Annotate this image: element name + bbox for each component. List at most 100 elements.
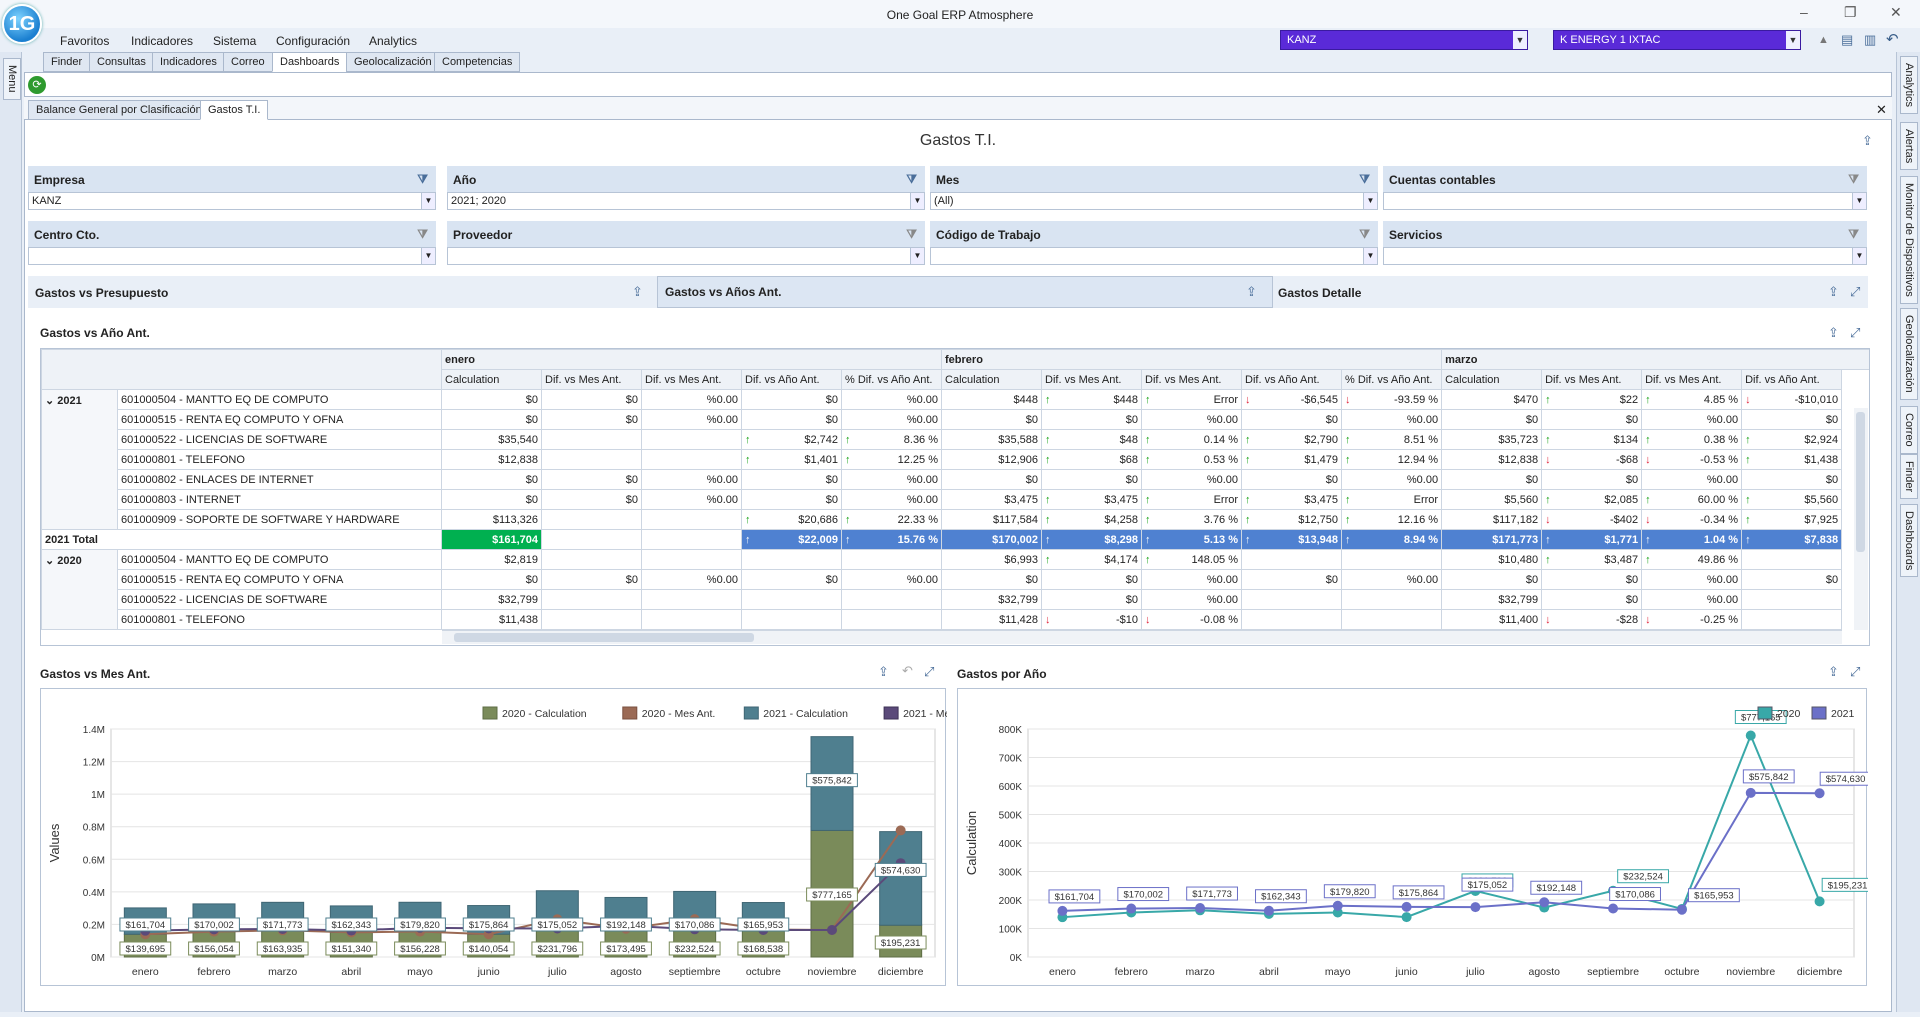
refresh-icon[interactable]: ⟳	[28, 76, 46, 94]
menu-analytics[interactable]: Analytics	[369, 34, 418, 48]
maximize-icon[interactable]: ⤢	[1850, 664, 1861, 679]
chart-gastos-mes[interactable]: 0M 0.2M 0.4M 0.6M 0.8M 1M 1.2M 1.4M Values enero f…	[40, 688, 977, 986]
export-icon[interactable]: ⇪	[878, 664, 889, 679]
column-header[interactable]: % Dif. vs Año Ant.	[840, 369, 943, 390]
menu-configuracion[interactable]: Configuración	[276, 34, 351, 48]
export-icon[interactable]: ⇪	[1862, 133, 1873, 148]
column-header[interactable]: Dif. vs Mes Ant.	[1141, 369, 1243, 390]
export-icon[interactable]: ⇪	[1828, 664, 1839, 679]
table-row[interactable]: 601000522 - LICENCIAS DE SOFTWARE $35,540…	[42, 429, 1870, 450]
tab-finder[interactable]: Finder	[43, 52, 91, 72]
column-header[interactable]: Dif. vs Mes Ant.	[541, 369, 642, 390]
clear-filter-icon[interactable]: ⧩	[417, 227, 428, 241]
table-row[interactable]: 601000803 - INTERNET $0 $0 %0.00 $0 %0.00 $3,4…	[42, 489, 1870, 510]
tab-dashboards[interactable]: Dashboards	[272, 52, 348, 72]
subtab-balance[interactable]: Balance General por Clasificación	[28, 100, 210, 120]
filter-input[interactable]: 2021; 2020 ▼	[447, 192, 925, 210]
filter-input[interactable]: ▼	[1383, 247, 1867, 265]
filter-input[interactable]: (All) ▼	[930, 192, 1378, 210]
column-header[interactable]: Calculation	[1441, 369, 1543, 390]
year-group[interactable]: ⌄ 2020	[41, 549, 118, 630]
tab-gastos-detalle[interactable]: Gastos Detalle	[1278, 286, 1362, 300]
table-row[interactable]: 601000801 - TELEFONO $11,438 $11,428 ↓ -$10 ↓…	[42, 609, 1870, 630]
chevron-down-icon[interactable]: ⌄	[45, 395, 58, 407]
panels-icon[interactable]: ▥	[1864, 32, 1877, 47]
side-tab-alertas[interactable]: Alertas	[1900, 122, 1918, 171]
chart-gastos-anio[interactable]: 0K 100K 200K 300K 400K 500K 600K 700K 800K Calcul…	[957, 688, 1874, 986]
side-tab-monitor[interactable]: Monitor de Dispositivos	[1900, 176, 1918, 304]
total-row[interactable]: 2021 Total $161,704 ↑ $22,009 ↑ 15.76 % $170,0…	[41, 529, 1870, 550]
column-header[interactable]: Dif. vs Año Ant.	[1741, 369, 1843, 390]
column-header[interactable]: Dif. vs Mes Ant.	[1641, 369, 1743, 390]
clear-filter-icon[interactable]: ⧩	[1848, 172, 1859, 186]
tab-consultas[interactable]: Consultas	[89, 52, 154, 72]
column-header[interactable]: Dif. vs Mes Ant.	[1041, 369, 1143, 390]
tab-correo[interactable]: Correo	[223, 52, 273, 72]
tab-indicadores[interactable]: Indicadores	[152, 52, 225, 72]
column-header[interactable]: Dif. vs Año Ant.	[1241, 369, 1343, 390]
clear-filter-icon[interactable]: ⧩	[1848, 227, 1859, 241]
chevron-down-icon[interactable]: ⌄	[45, 555, 58, 567]
table-row[interactable]: 601000801 - TELEFONO $12,838 ↑ $1,401 ↑ 12.25…	[42, 449, 1870, 470]
year-group[interactable]: ⌄ 2021	[41, 389, 118, 530]
table-row[interactable]: 601000802 - ENLACES DE INTERNET $0 $0 %0.00…	[42, 469, 1870, 490]
month-header[interactable]: febrero	[941, 349, 1443, 370]
side-tab-finder[interactable]: Finder	[1900, 454, 1918, 500]
company-combo[interactable]: KANZ ▼	[1280, 30, 1528, 50]
column-header[interactable]: Dif. vs Mes Ant.	[1541, 369, 1643, 390]
back-icon[interactable]: ↶	[1886, 31, 1899, 48]
clear-filter-icon[interactable]: ⧩	[906, 172, 917, 186]
close-icon[interactable]: ✕	[1890, 4, 1902, 20]
filter-input[interactable]: KANZ ▼	[28, 192, 436, 210]
clear-filter-icon[interactable]: ⧩	[417, 172, 428, 186]
menu-sistema[interactable]: Sistema	[213, 34, 257, 48]
table-row[interactable]: 601000515 - RENTA EQ COMPUTO Y OFNA $0 $0%…	[42, 569, 1870, 590]
month-header[interactable]: marzo	[1441, 349, 1869, 370]
tab-gastos-presupuesto[interactable]: Gastos vs Presupuesto	[35, 286, 169, 300]
layout-icon[interactable]: ▤	[1841, 32, 1854, 47]
clear-filter-icon[interactable]: ⧩	[906, 227, 917, 241]
filter-input[interactable]: ▼	[930, 247, 1378, 265]
undo-icon[interactable]: ↶	[902, 663, 913, 678]
subtab-gastos-ti[interactable]: Gastos T.I.	[200, 100, 269, 120]
table-row[interactable]: 601000909 - SOPORTE DE SOFTWARE Y HARDWA…	[42, 509, 1870, 530]
filter-input[interactable]: ▼	[1383, 192, 1867, 210]
column-header[interactable]: Calculation	[941, 369, 1043, 390]
close-icon[interactable]: ✕	[1876, 102, 1887, 117]
menu-favoritos[interactable]: Favoritos	[60, 34, 110, 48]
filter-input[interactable]: ▼	[28, 247, 436, 265]
energy-combo[interactable]: K ENERGY 1 IXTAC ▼	[1553, 30, 1801, 50]
maximize-icon[interactable]: ⤢	[1850, 284, 1861, 299]
column-header[interactable]: Dif. vs Mes Ant.	[641, 369, 742, 390]
column-header[interactable]: Calculation	[441, 369, 542, 390]
export-icon[interactable]: ⇪	[1828, 325, 1839, 340]
column-header[interactable]: % Dif. vs Año Ant.	[1341, 369, 1443, 390]
tab-gastos-anios[interactable]: Gastos vs Años Ant.	[665, 285, 782, 299]
vertical-scrollbar[interactable]	[1854, 408, 1868, 630]
table-row[interactable]: 601000515 - RENTA EQ COMPUTO Y OFNA $0 $0%…	[42, 409, 1870, 430]
clear-filter-icon[interactable]: ⧩	[1359, 172, 1370, 186]
side-tab-correo[interactable]: Correo	[1900, 406, 1918, 454]
clear-filter-icon[interactable]: ⧩	[1359, 227, 1370, 241]
maximize-icon[interactable]: ⤢	[1850, 325, 1861, 340]
export-icon[interactable]: ⇪	[1828, 284, 1839, 299]
maximize-icon[interactable]: ⤢	[924, 664, 935, 679]
tab-competencias[interactable]: Competencias	[434, 52, 521, 72]
collapse-icon[interactable]: ▲	[1818, 34, 1829, 46]
export-icon[interactable]: ⇪	[632, 284, 643, 299]
table-row[interactable]: 601000522 - LICENCIAS DE SOFTWARE $32,799…	[42, 589, 1870, 610]
table-row[interactable]: ⌄ 2020 601000504 - MANTTO EQ DE COMPUTO $2…	[41, 549, 1870, 630]
menu-side-tab[interactable]: Menu	[3, 58, 21, 100]
column-header[interactable]: Dif. vs Año Ant.	[741, 369, 842, 390]
pivot-grid[interactable]: enero febrero marzo Calculation Dif. vs Mes …	[40, 348, 1870, 646]
menu-indicadores[interactable]: Indicadores	[131, 34, 194, 48]
tab-geolocalizacion[interactable]: Geolocalización	[346, 52, 440, 72]
side-tab-geolocalizacion[interactable]: Geolocalización	[1900, 308, 1918, 400]
side-tab-analytics[interactable]: Analytics	[1900, 56, 1918, 115]
month-header[interactable]: enero	[440, 349, 943, 370]
filter-input[interactable]: ▼	[447, 247, 925, 265]
table-row[interactable]: ⌄ 2021 601000504 - MANTTO EQ DE COMPUTO $0…	[41, 389, 1870, 530]
export-icon[interactable]: ⇪	[1246, 284, 1257, 299]
horizontal-scrollbar[interactable]	[442, 630, 1842, 644]
minimize-icon[interactable]: –	[1800, 4, 1808, 20]
